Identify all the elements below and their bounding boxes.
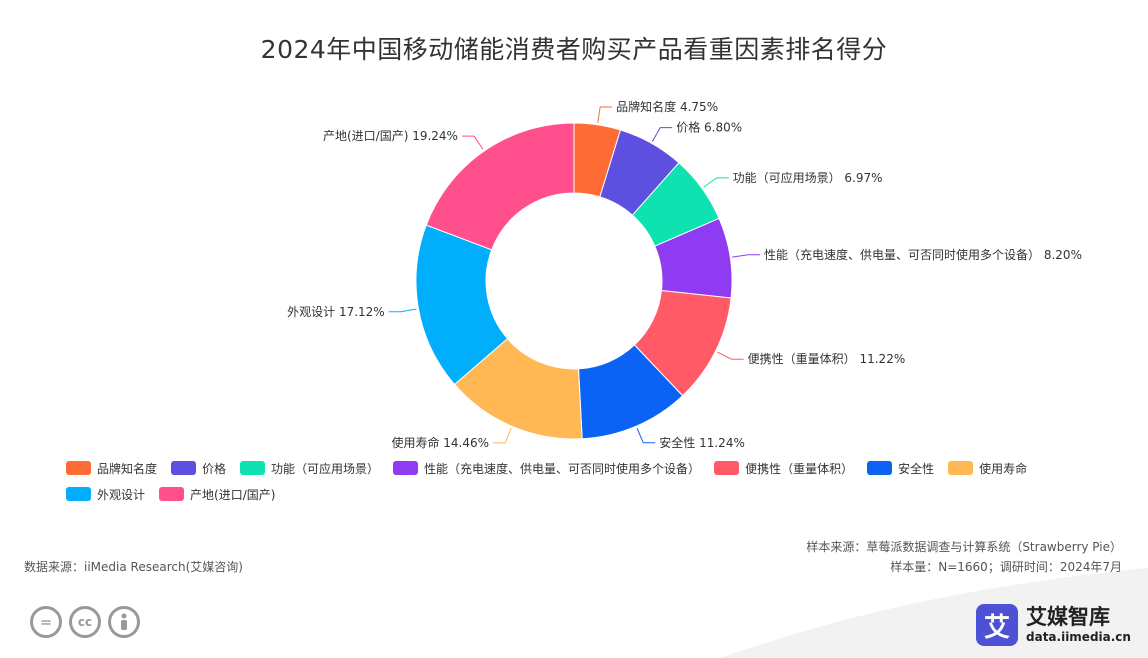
legend-swatch: [714, 461, 740, 475]
legend-label: 品牌知名度: [97, 461, 158, 476]
data-label: 性能（充电速度、供电量、可否同时使用多个设备） 8.20%: [764, 247, 1082, 262]
legend-swatch: [66, 487, 91, 501]
equals-icon: ＝: [30, 606, 62, 638]
data-label: 使用寿命 14.46%: [391, 435, 489, 450]
data-label: 产地(进口/国产) 19.24%: [323, 129, 458, 143]
leader-line: [388, 308, 417, 313]
legend-item[interactable]: 功能（可应用场景）: [240, 460, 379, 476]
leader-line: [493, 428, 512, 444]
sample-size: 样本量：N=1660；调研时间：2024年7月: [890, 560, 1122, 574]
legend-swatch: [159, 487, 185, 501]
legend-label: 便携性（重量体积）: [745, 461, 854, 476]
data-label: 外观设计 17.12%: [287, 305, 385, 319]
legend-item[interactable]: 便携性（重量体积）: [714, 460, 853, 476]
cc-icon: cc: [69, 606, 101, 638]
legend-item[interactable]: 使用寿命: [948, 460, 1027, 476]
legend-item[interactable]: 产地(进口/国产): [159, 486, 275, 502]
chart-title: 2024年中国移动储能消费者购买产品看重因素排名得分: [260, 35, 888, 64]
legend-item[interactable]: 安全性: [867, 460, 934, 476]
legend-label: 安全性: [898, 461, 935, 476]
legend-swatch: [66, 461, 91, 475]
legend-item[interactable]: 品牌知名度: [66, 460, 157, 476]
data-label: 价格 6.80%: [676, 120, 742, 135]
leader-line: [732, 254, 761, 258]
brand-logo: 艾: [976, 604, 1018, 646]
chart-legend: 品牌知名度 价格 功能（可应用场景） 性能（充电速度、供电量、可否同时使用多个设备） 便…: [66, 460, 1126, 512]
data-label: 便携性（重量体积） 11.22%: [748, 351, 906, 366]
leader-line: [597, 106, 613, 123]
legend-label: 功能（可应用场景）: [271, 461, 380, 476]
leader-line: [461, 135, 484, 150]
legend-swatch: [867, 461, 893, 475]
leader-line: [651, 127, 673, 142]
donut-chart: 品牌知名度 4.75% 价格 6.80% 功能（可应用场景） 6.97% 性能（充电速…: [287, 99, 1082, 450]
brand: 艾 艾媒智库 data.iimedia.cn: [976, 604, 1131, 646]
pie-slice: [425, 122, 575, 251]
legend-label: 价格: [202, 461, 227, 476]
legend-label: 使用寿命: [979, 461, 1028, 476]
legend-item[interactable]: 外观设计: [66, 486, 145, 502]
leader-line: [717, 351, 744, 360]
legend-item[interactable]: 价格: [171, 460, 226, 476]
license-icons: ＝ cc: [30, 606, 147, 638]
data-label: 品牌知名度 4.75%: [616, 99, 718, 114]
leader-line: [703, 177, 729, 188]
brand-name: 艾媒智库: [1026, 605, 1110, 629]
legend-label: 产地(进口/国产): [190, 487, 276, 502]
sample-source: 样本来源：草莓派数据调查与计算系统（Strawberry Pie）: [806, 540, 1122, 554]
brand-url: data.iimedia.cn: [1026, 630, 1131, 644]
legend-label: 性能（充电速度、供电量、可否同时使用多个设备）: [424, 461, 701, 476]
legend-swatch: [240, 461, 266, 475]
data-label: 安全性 11.24%: [659, 435, 745, 450]
legend-swatch: [171, 461, 197, 475]
data-label: 功能（可应用场景） 6.97%: [733, 170, 883, 185]
data-source: 数据来源：iiMedia Research(艾媒咨询): [24, 560, 243, 574]
legend-swatch: [393, 461, 419, 475]
legend-label: 外观设计: [97, 487, 146, 502]
leader-line: [636, 427, 656, 444]
legend-item[interactable]: 性能（充电速度、供电量、可否同时使用多个设备）: [393, 460, 700, 476]
legend-swatch: [948, 461, 974, 475]
person-icon: [108, 606, 140, 638]
